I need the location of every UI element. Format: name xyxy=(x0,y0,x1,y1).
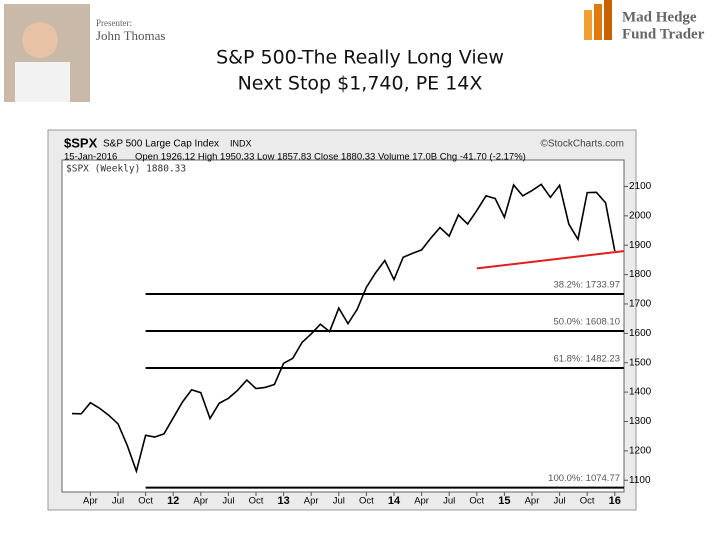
presenter-name: John Thomas xyxy=(96,28,165,43)
x-tick-label: Apr xyxy=(414,496,429,507)
logo-icon xyxy=(604,0,612,40)
chart-name: S&P 500 Large Cap Index xyxy=(103,139,219,150)
y-tick-label: 1800 xyxy=(629,269,652,280)
slide-title: Next Stop $1,740, PE 14X xyxy=(238,73,483,95)
y-tick-label: 2000 xyxy=(629,210,652,221)
presenter-label: Presenter: xyxy=(96,18,132,28)
photo-face xyxy=(22,22,58,58)
x-tick-label: Jul xyxy=(554,496,566,507)
trendline xyxy=(476,250,624,270)
x-tick-label: 13 xyxy=(277,495,289,507)
x-tick-label: 14 xyxy=(388,495,401,507)
x-tick-label: Apr xyxy=(83,496,98,507)
x-tick-label: 15 xyxy=(498,495,510,507)
slide-title: S&P 500-The Really Long View xyxy=(216,47,504,69)
price-line xyxy=(71,183,616,474)
fib-label: 61.8%: 1482.23 xyxy=(553,353,620,364)
chart-exchange: INDX xyxy=(230,138,252,148)
chart-symbol: $SPX xyxy=(64,135,98,150)
plot-area xyxy=(61,159,625,493)
x-tick-label: 16 xyxy=(609,495,621,507)
chart-source: ©StockCharts.com xyxy=(540,139,624,150)
y-tick-label: 1700 xyxy=(629,299,652,310)
fib-label: 50.0%: 1608.10 xyxy=(553,316,620,327)
y-tick-label: 1200 xyxy=(629,446,652,457)
x-tick-label: Jul xyxy=(333,496,345,507)
x-tick-label: Jul xyxy=(112,496,124,507)
chart-quote: Open 1926.12 High 1950.33 Low 1857.83 Cl… xyxy=(135,152,526,163)
x-tick-label: Apr xyxy=(304,496,319,507)
x-tick-label: Oct xyxy=(580,496,595,507)
x-tick-label: Apr xyxy=(193,496,208,507)
y-tick-label: 1900 xyxy=(629,240,652,251)
y-tick-label: 1400 xyxy=(629,387,652,398)
logo-text: Mad Hedge xyxy=(622,9,697,25)
logo-icon xyxy=(594,4,602,40)
x-tick-label: Oct xyxy=(249,496,264,507)
x-tick-label: 12 xyxy=(167,495,179,507)
y-tick-label: 1600 xyxy=(629,328,652,339)
chart-date: 15-Jan-2016 xyxy=(64,152,117,163)
x-tick-label: Jul xyxy=(443,496,455,507)
x-tick-label: Oct xyxy=(469,496,484,507)
y-tick-label: 2100 xyxy=(629,181,652,192)
legend: $SPX (Weekly) 1880.33 xyxy=(66,164,186,175)
photo-shirt xyxy=(15,62,70,102)
y-tick-label: 1300 xyxy=(629,416,652,427)
x-tick-label: Apr xyxy=(525,496,540,507)
logo-text: Fund Trader xyxy=(622,26,705,42)
x-tick-label: Oct xyxy=(359,496,374,507)
y-tick-label: 1500 xyxy=(629,357,652,368)
fib-label: 38.2%: 1733.97 xyxy=(553,279,620,290)
fib-label: 100.0%: 1074.77 xyxy=(548,473,620,484)
y-tick-label: 1100 xyxy=(629,475,651,486)
x-tick-label: Oct xyxy=(138,496,153,507)
logo-icon xyxy=(584,10,592,40)
x-tick-label: Jul xyxy=(222,496,234,507)
